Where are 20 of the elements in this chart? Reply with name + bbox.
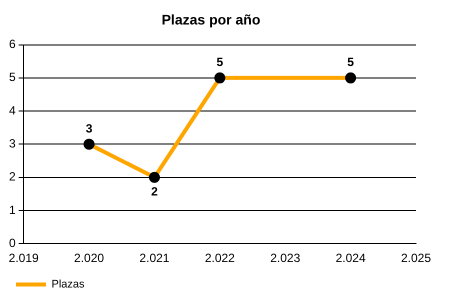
y-tick-label: 0 [8, 236, 16, 250]
x-tick-label: 2.025 [400, 251, 432, 266]
chart-title: Plazas por año [162, 11, 260, 28]
y-tick-label: 2 [8, 170, 16, 184]
x-tick-label: 2.022 [204, 251, 236, 266]
data-label: 5 [216, 55, 224, 70]
y-tick-label: 5 [8, 70, 16, 84]
data-label: 5 [347, 55, 354, 70]
x-tick-label: 2.020 [74, 251, 104, 266]
y-tick-label: 3 [8, 136, 16, 151]
data-label: 3 [86, 122, 93, 136]
legend-label: Plazas [52, 278, 86, 291]
y-tick-label: 4 [8, 103, 16, 118]
x-tick-label: 2.024 [336, 251, 366, 266]
y-tick-label: 1 [8, 202, 16, 217]
x-tick-label: 2.023 [270, 251, 301, 266]
y-tick-label: 6 [8, 37, 16, 52]
x-tick-label: 2.021 [139, 251, 170, 266]
x-tick-label: 2.019 [8, 251, 40, 266]
data-label: 2 [151, 184, 158, 199]
